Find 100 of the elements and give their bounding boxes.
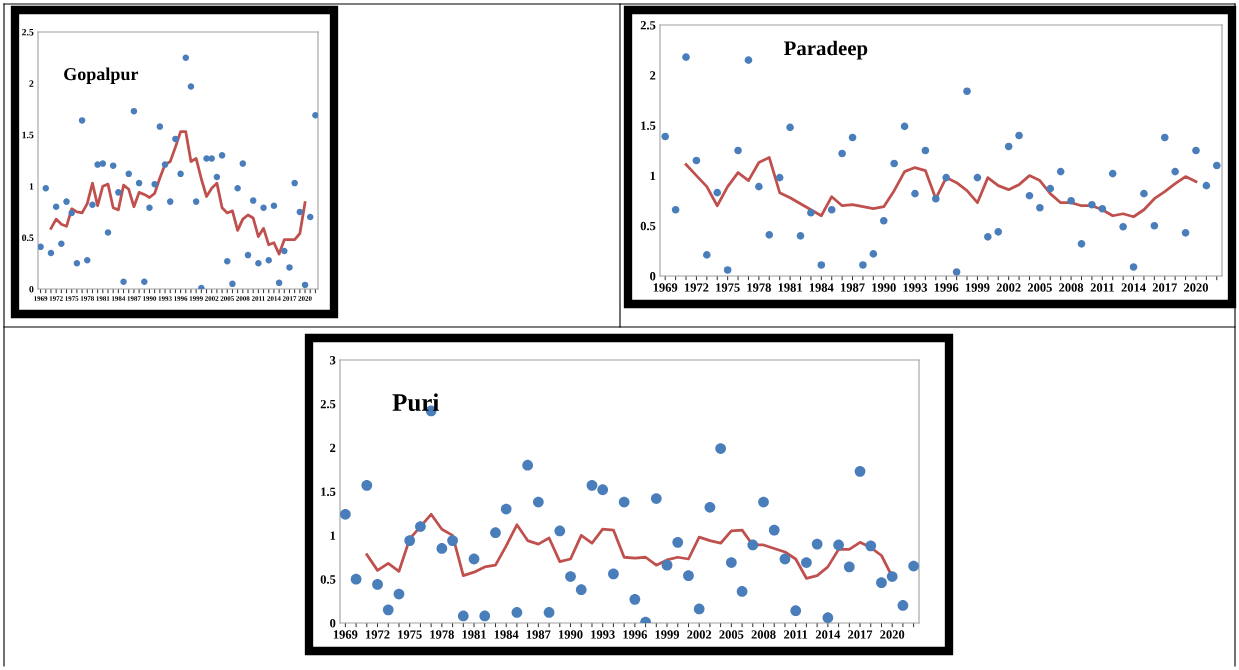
point (931, 194, 940, 203)
x-tick-label: 1990 (559, 630, 583, 639)
point (73, 260, 81, 267)
point (693, 603, 705, 615)
point (890, 159, 898, 168)
point (296, 208, 304, 216)
point (650, 493, 662, 504)
point (1077, 240, 1086, 248)
x-tick-label: 1975 (716, 283, 740, 292)
x-tick-label: 2017 (1152, 283, 1177, 292)
point (671, 205, 680, 214)
point (848, 133, 857, 142)
point (522, 459, 534, 471)
y-tick-label: 0 (330, 619, 336, 628)
point (921, 146, 930, 155)
point (479, 610, 491, 622)
point (94, 161, 101, 168)
point (827, 205, 836, 214)
point (490, 527, 501, 539)
point (161, 161, 169, 168)
x-tick-label: 1978 (430, 630, 454, 639)
point (213, 173, 221, 181)
point (1067, 196, 1075, 205)
point (963, 87, 971, 96)
point (608, 568, 619, 580)
point (89, 201, 96, 208)
point (911, 189, 919, 198)
x-tick-label: 2002 (687, 630, 712, 639)
x-tick-label: 1978 (747, 283, 771, 292)
point (683, 570, 694, 582)
y-tick-label: 1.5 (641, 121, 656, 130)
point (52, 203, 60, 211)
point (291, 179, 298, 187)
point (1036, 203, 1044, 212)
point (713, 188, 722, 197)
x-tick-label: 1975 (398, 630, 422, 639)
point (255, 260, 262, 267)
point (734, 146, 742, 155)
point (736, 586, 748, 597)
y-tick-label: 1 (650, 171, 656, 180)
point (775, 173, 784, 182)
point (63, 198, 70, 205)
x-tick-label: 2008 (1059, 283, 1084, 292)
point (58, 240, 65, 248)
x-tick-label: 2014 (815, 630, 841, 639)
point (109, 162, 117, 169)
y-tick-label: 2 (650, 71, 656, 80)
point (218, 152, 226, 159)
x-tick-label: 1993 (591, 630, 615, 639)
point (886, 571, 898, 582)
point (1150, 222, 1159, 230)
y-tick-label: 0 (650, 272, 656, 281)
point (166, 198, 174, 205)
x-tick-label: 2014 (1121, 283, 1146, 292)
point (807, 208, 815, 217)
point (229, 280, 236, 288)
point (1015, 131, 1023, 140)
point (146, 204, 153, 212)
x-tick-label: 2011 (1090, 283, 1114, 292)
x-tick-label: 1999 (655, 630, 680, 639)
point (1181, 229, 1190, 237)
point (768, 524, 780, 536)
y-tick-label: 2.5 (22, 28, 34, 36)
x-tick-label: 1984 (494, 630, 519, 639)
point (843, 561, 855, 573)
point (755, 182, 763, 191)
point (1088, 200, 1096, 209)
line-series (49, 130, 307, 256)
x-tick-label: 2005 (1027, 283, 1052, 292)
point (1025, 191, 1034, 200)
point (565, 571, 576, 582)
point (415, 521, 426, 532)
point (725, 557, 737, 568)
y-tick-label: 1.5 (22, 131, 34, 139)
point (447, 535, 458, 546)
y-tick-label: 0.5 (22, 234, 34, 242)
point (99, 160, 107, 167)
point (629, 593, 641, 605)
point (151, 180, 158, 188)
point (260, 204, 267, 212)
point (811, 538, 823, 550)
point (68, 209, 75, 217)
point (779, 553, 791, 565)
point (1056, 167, 1065, 176)
point (1098, 204, 1107, 213)
point (301, 281, 309, 289)
point (1108, 169, 1117, 178)
point (973, 173, 982, 182)
point (234, 185, 241, 192)
x-tick-label: 2011 (784, 630, 808, 639)
point (125, 170, 132, 178)
x-tick-label: 1984 (809, 283, 834, 292)
point (1202, 181, 1211, 190)
point (984, 233, 992, 241)
y-tick-label: 0.5 (640, 221, 656, 231)
point (47, 249, 55, 257)
point (130, 107, 138, 115)
x-tick-label: 1969 (653, 283, 678, 292)
point (618, 496, 630, 508)
x-tick-label: 2020 (1184, 283, 1208, 292)
